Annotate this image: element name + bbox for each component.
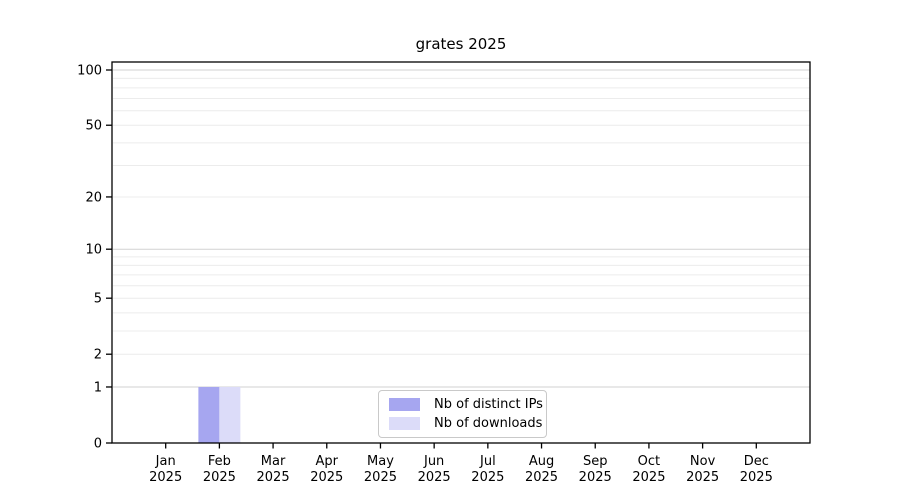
x-tick-year-aug: 2025	[525, 470, 558, 485]
bar-nb-of-distinct-ips-feb	[198, 386, 220, 443]
x-tick-year-dec: 2025	[740, 470, 773, 485]
chart-title: grates 2025	[415, 35, 507, 53]
x-tick-label-jan: Jan	[155, 454, 176, 469]
x-tick-label-oct: Oct	[638, 454, 660, 469]
x-tick-year-sep: 2025	[579, 470, 612, 485]
x-tick-year-mar: 2025	[257, 470, 290, 485]
legend-entry-distinct-ips: Nb of distinct IPs	[389, 397, 546, 412]
y-tick-label-100: 100	[77, 64, 102, 79]
x-tick-label-apr: Apr	[316, 454, 339, 469]
legend-label-distinct-ips: Nb of distinct IPs	[434, 397, 543, 412]
x-tick-year-jan: 2025	[149, 470, 182, 485]
y-tick-label-20: 20	[85, 190, 102, 205]
y-tick-label-1: 1	[94, 380, 102, 395]
x-tick-label-mar: Mar	[261, 454, 286, 469]
x-tick-year-may: 2025	[364, 470, 397, 485]
x-tick-label-dec: Dec	[744, 454, 769, 469]
x-tick-year-nov: 2025	[686, 470, 719, 485]
x-tick-label-aug: Aug	[529, 454, 554, 469]
legend-swatch-downloads	[389, 417, 420, 430]
legend-swatch-distinct-ips	[389, 398, 420, 411]
y-tick-label-10: 10	[85, 243, 102, 258]
y-tick-label-5: 5	[94, 292, 102, 307]
x-tick-year-jun: 2025	[418, 470, 451, 485]
x-tick-year-feb: 2025	[203, 470, 236, 485]
bar-nb-of-downloads-feb	[219, 386, 241, 443]
x-tick-label-may: May	[367, 454, 394, 469]
plot-border	[111, 61, 811, 444]
x-tick-label-jun: Jun	[423, 454, 444, 469]
x-tick-label-sep: Sep	[583, 454, 608, 469]
x-tick-label-feb: Feb	[208, 454, 231, 469]
legend-entry-downloads: Nb of downloads	[389, 416, 546, 431]
legend-label-downloads: Nb of downloads	[434, 416, 543, 431]
y-tick-label-0: 0	[94, 437, 102, 452]
legend: Nb of distinct IPs Nb of downloads	[378, 390, 547, 438]
y-tick-label-2: 2	[94, 348, 102, 363]
y-tick-label-50: 50	[85, 119, 102, 134]
x-tick-year-jul: 2025	[471, 470, 504, 485]
x-tick-label-jul: Jul	[479, 454, 496, 469]
x-tick-year-apr: 2025	[310, 470, 343, 485]
x-tick-year-oct: 2025	[632, 470, 665, 485]
x-tick-label-nov: Nov	[690, 454, 716, 469]
